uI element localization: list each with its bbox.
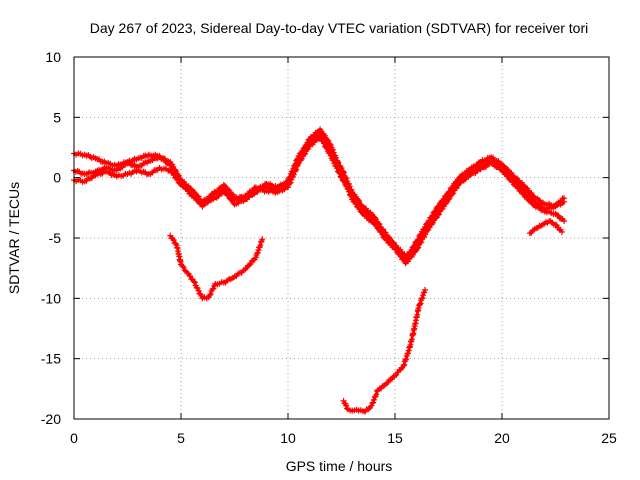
axis-ticks: 0 5 10 15 20 25 -20 -15 -10 -5 0 5 10	[41, 49, 617, 446]
x-tick-label: 0	[70, 430, 78, 446]
series-markers	[167, 232, 266, 302]
data-marks	[71, 126, 568, 415]
chart-title: Day 267 of 2023, Sidereal Day-to-day VTE…	[90, 20, 589, 36]
y-tick-label: -10	[41, 290, 61, 306]
y-axis-label: SDTVAR / TECUs	[6, 182, 22, 294]
y-tick-label: 10	[45, 49, 61, 65]
y-tick-label: 5	[53, 109, 61, 125]
x-tick-label: 10	[280, 430, 296, 446]
y-tick-label: -20	[41, 411, 61, 427]
y-tick-label: -5	[49, 230, 62, 246]
series-markers	[340, 286, 428, 415]
y-tick-label: 0	[53, 170, 61, 186]
y-tick-label: -15	[41, 351, 61, 367]
grid	[74, 57, 609, 419]
x-tick-label: 20	[494, 430, 510, 446]
series-arc-4	[167, 232, 266, 302]
x-tick-label: 25	[601, 430, 617, 446]
x-tick-label: 5	[177, 430, 185, 446]
x-axis-label: GPS time / hours	[286, 458, 393, 474]
x-tick-label: 15	[387, 430, 403, 446]
series-markers	[526, 218, 565, 237]
series-arc-6	[526, 218, 565, 237]
series-arc-5	[340, 286, 428, 415]
